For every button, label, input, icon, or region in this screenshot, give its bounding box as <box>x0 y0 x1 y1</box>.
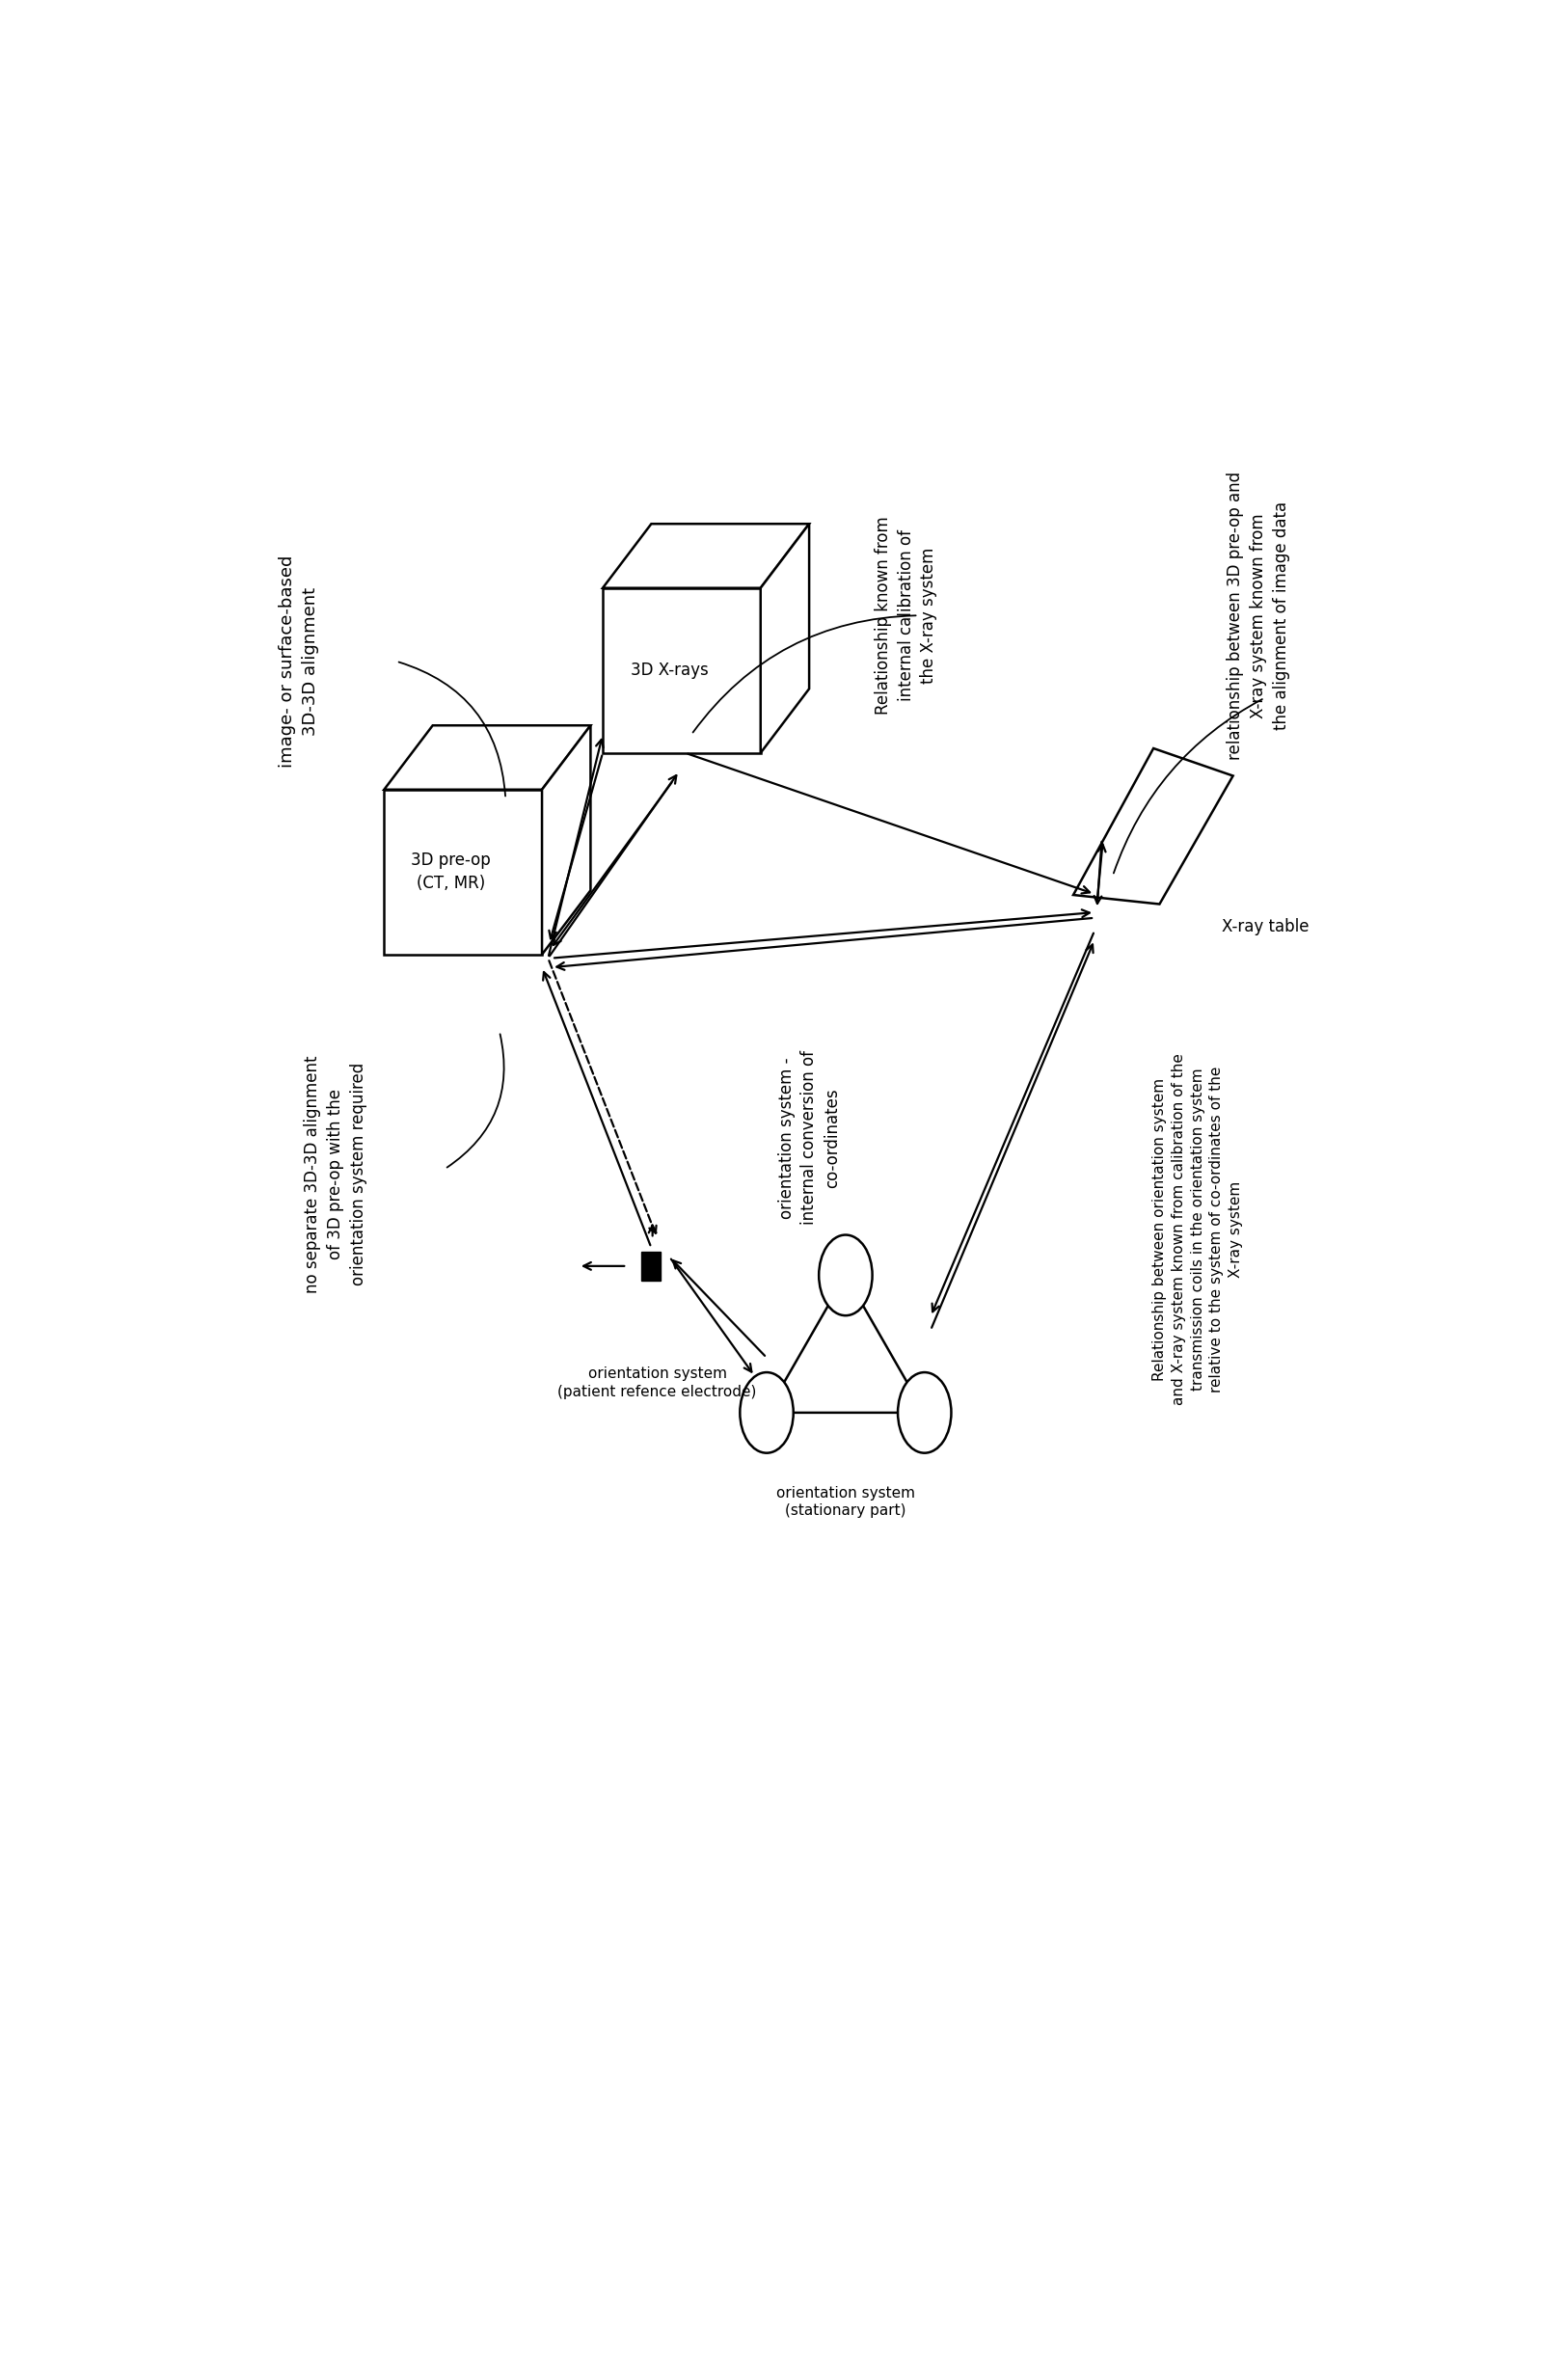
Text: image- or surface-based
3D-3D alignment: image- or surface-based 3D-3D alignment <box>279 555 320 766</box>
Text: relationship between 3D pre-op and
X-ray system known from
the alignment of imag: relationship between 3D pre-op and X-ray… <box>1227 471 1290 759</box>
Text: 3D X-rays: 3D X-rays <box>630 662 708 678</box>
Polygon shape <box>603 524 809 588</box>
Circle shape <box>740 1373 793 1452</box>
Polygon shape <box>603 588 760 752</box>
Text: no separate 3D-3D alignment
of 3D pre-op with the
orientation system required: no separate 3D-3D alignment of 3D pre-op… <box>304 1057 367 1292</box>
Polygon shape <box>384 790 542 954</box>
Text: Relationship known from
internal calibration of
the X-ray system: Relationship known from internal calibra… <box>874 516 937 714</box>
Polygon shape <box>760 524 809 752</box>
Polygon shape <box>542 726 591 954</box>
Text: 3D pre-op
(CT, MR): 3D pre-op (CT, MR) <box>411 852 490 892</box>
Text: orientation system -
internal conversion of
co-ordinates: orientation system - internal conversion… <box>777 1050 840 1226</box>
Polygon shape <box>384 726 591 790</box>
Circle shape <box>820 1235 873 1316</box>
Text: orientation system
(patient refence electrode): orientation system (patient refence elec… <box>558 1366 757 1399</box>
Text: orientation system
(stationary part): orientation system (stationary part) <box>776 1485 915 1518</box>
Bar <box>641 1252 661 1280</box>
Polygon shape <box>1073 747 1233 904</box>
Text: X-ray table: X-ray table <box>1222 919 1310 935</box>
Text: Relationship between orientation system
and X-ray system known from calibration : Relationship between orientation system … <box>1152 1054 1243 1404</box>
Circle shape <box>898 1373 951 1452</box>
